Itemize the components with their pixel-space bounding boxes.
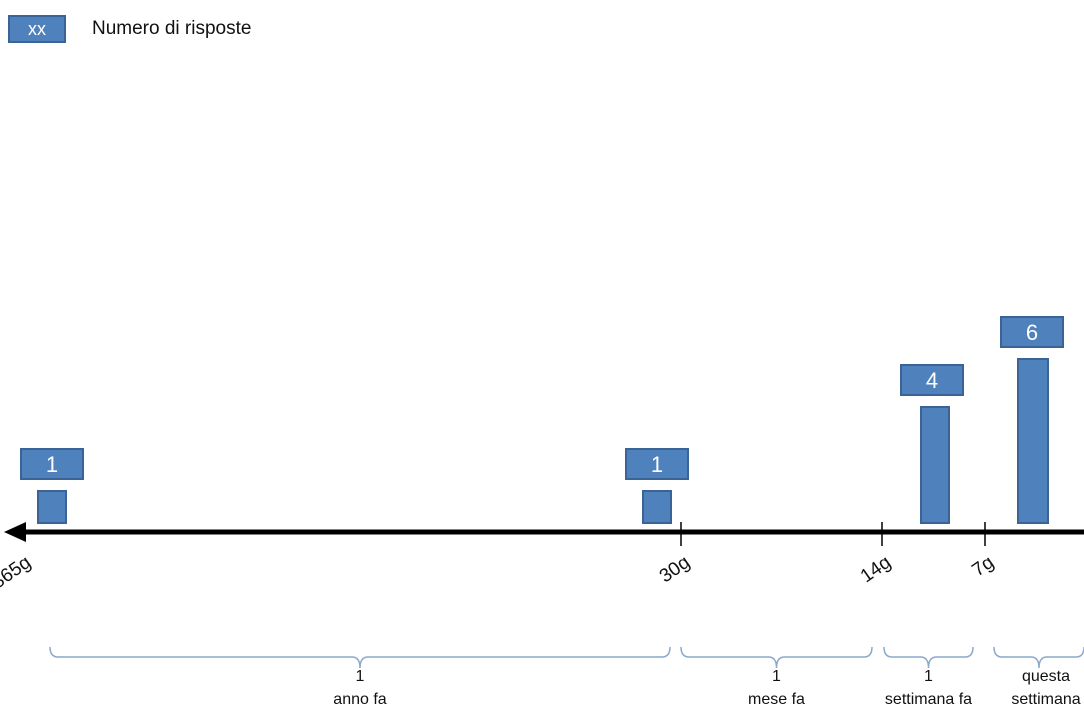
period-label-line1-0: 1	[356, 668, 365, 685]
data-label-3: 6	[1026, 320, 1038, 345]
period-label-line2-3: settimana	[1011, 691, 1080, 708]
axis-layer	[4, 522, 1084, 542]
data-label-2: 4	[926, 368, 938, 393]
axis-arrow-left-icon	[4, 522, 26, 542]
data-label-1: 1	[651, 452, 663, 477]
period-label-line1-2: 1	[924, 668, 933, 685]
data-label-0: 1	[46, 452, 58, 477]
period-label-line1-3: questa	[1022, 668, 1070, 685]
braces-layer: 1 anno fa 1 mese fa 1 settimana fa questa setti…	[50, 647, 1084, 708]
tick-label-2: 14g	[857, 552, 895, 587]
period-brace-1	[681, 647, 872, 668]
period-label-line2-0: anno fa	[333, 691, 386, 708]
period-label-line1-1: 1	[772, 668, 781, 685]
bar-1	[643, 491, 671, 523]
tick-label-1: 30g	[656, 552, 694, 587]
bar-0	[38, 491, 66, 523]
period-brace-2	[884, 647, 973, 668]
tick-label-3: 7g	[969, 552, 998, 581]
bar-2	[921, 407, 949, 523]
period-label-line2-1: mese fa	[748, 691, 805, 708]
period-brace-0	[50, 647, 670, 668]
tick-label-0: 365g	[0, 552, 35, 593]
bar-3	[1018, 359, 1048, 523]
bars-layer: 1 1 4 6	[21, 317, 1063, 523]
period-brace-3	[994, 647, 1084, 668]
period-label-line2-2: settimana fa	[885, 691, 972, 708]
